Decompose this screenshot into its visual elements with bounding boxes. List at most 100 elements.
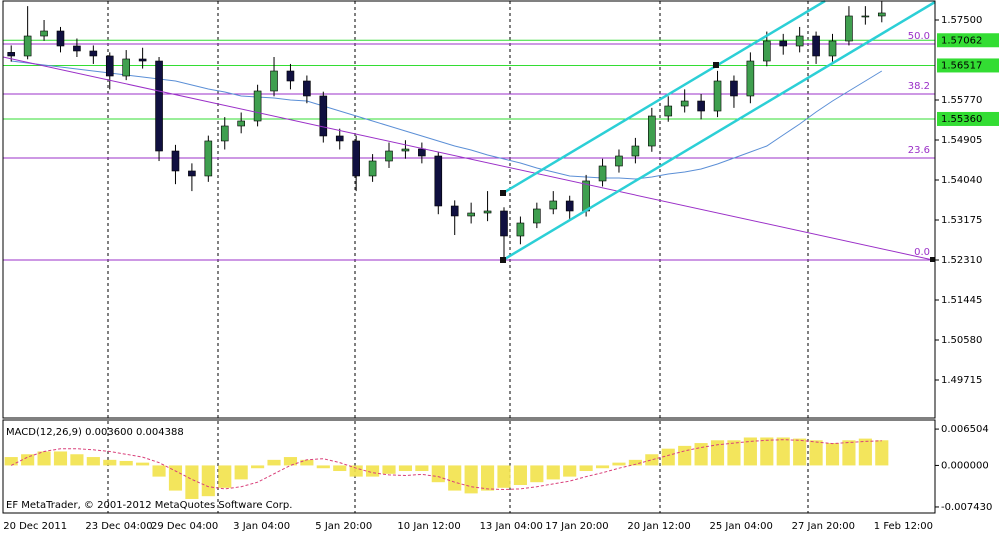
price-label-box xyxy=(937,58,999,73)
macd-bar xyxy=(349,465,363,477)
macd-bar xyxy=(103,459,117,466)
y-tick-label: 1.55770 xyxy=(941,95,982,106)
macd-bar xyxy=(678,445,692,466)
price-label: 1.57062 xyxy=(941,35,982,46)
candle-body xyxy=(779,40,788,47)
macd-bar xyxy=(480,465,495,491)
candle-body xyxy=(303,80,311,97)
candle-body xyxy=(105,55,114,77)
macd-bar xyxy=(168,465,183,491)
anchor-point xyxy=(500,257,506,263)
y-tick-label: 1.57500 xyxy=(941,15,982,26)
macd-bar xyxy=(497,465,511,488)
macd-signal xyxy=(10,439,882,491)
candle-body xyxy=(763,40,771,62)
x-tick-label: 10 Jan 12:00 xyxy=(397,521,460,532)
drawn-objects xyxy=(2,0,936,263)
y-tick-label: -0.007430 xyxy=(941,502,992,513)
period-separators xyxy=(107,1,809,513)
macd-bar xyxy=(333,465,347,472)
fib-level-label: 38.2 xyxy=(908,81,930,92)
macd-bar xyxy=(37,451,51,466)
candle-body xyxy=(73,45,81,52)
candle-body xyxy=(335,135,344,142)
macd-bar xyxy=(201,465,215,497)
y-tick-label: 0.000000 xyxy=(941,460,989,471)
y-tick-label: 1.50580 xyxy=(941,335,982,346)
candle-body xyxy=(368,160,377,177)
fib-level-label: 23.6 xyxy=(908,145,930,156)
candle-body xyxy=(664,105,673,117)
macd-bar xyxy=(793,438,807,466)
macd-title: MACD(12,26,9) 0.003600 0.004388 xyxy=(6,427,184,438)
x-tick-label: 3 Jan 04:00 xyxy=(233,521,290,532)
candle-body xyxy=(56,30,65,47)
macd-bar xyxy=(513,465,527,485)
y-tick-label: 0.006504 xyxy=(941,424,989,435)
price-label: 1.55360 xyxy=(941,114,982,125)
y-tick-label: 1.54040 xyxy=(941,175,982,186)
anchor-point xyxy=(500,190,506,196)
x-tick-label: 27 Jan 20:00 xyxy=(792,521,855,532)
macd-bar xyxy=(382,465,396,474)
x-tick-label: 20 Jan 12:00 xyxy=(627,521,690,532)
y-tick-label: 1.54905 xyxy=(941,135,982,146)
plot-layer: 1.57500 1.55770 1.54905 1.54040 1.53175 1.523… xyxy=(3,1,999,532)
candle-body xyxy=(713,80,722,112)
macd-bar xyxy=(546,465,560,480)
candle-body xyxy=(286,70,295,82)
macd-bar xyxy=(595,465,610,469)
macd-bar xyxy=(86,457,100,466)
macd-bar xyxy=(612,462,626,466)
macd-bar xyxy=(415,465,429,472)
candle-body xyxy=(549,200,558,210)
x-tick-label: 5 Jan 20:00 xyxy=(315,521,372,532)
macd-panel-frame xyxy=(2,419,936,514)
macd-bar xyxy=(628,459,642,466)
anchor-point xyxy=(713,62,719,68)
macd-bar xyxy=(431,465,445,483)
macd-bar xyxy=(776,437,790,466)
fib-level-label: 0.0 xyxy=(914,247,930,258)
candle-body xyxy=(220,125,229,142)
candle-body xyxy=(533,208,541,224)
candle-body xyxy=(631,145,640,157)
candle-body xyxy=(237,120,245,127)
candle-body xyxy=(845,15,853,42)
candle-body xyxy=(730,80,738,97)
x-tick-label: 23 Dec 04:00 xyxy=(85,521,152,532)
candle-body xyxy=(270,70,278,92)
candle-body xyxy=(680,100,689,107)
macd-bar xyxy=(875,440,889,466)
macd-bar xyxy=(234,465,248,480)
macd-bar xyxy=(283,457,298,466)
price-label-box xyxy=(937,33,999,48)
trend-line xyxy=(2,56,934,261)
main-panel-frame xyxy=(2,0,936,419)
macd-bar xyxy=(448,465,462,491)
candle-body xyxy=(450,205,459,217)
macd-bar xyxy=(21,454,35,466)
candle-body xyxy=(155,60,163,152)
candle-body xyxy=(188,170,196,177)
macd-bar xyxy=(530,465,544,483)
macd-bar xyxy=(70,454,84,466)
macd-bar xyxy=(152,465,166,477)
price-label-box xyxy=(937,111,999,126)
candle-body xyxy=(795,35,804,47)
x-tick-label: 17 Jan 20:00 xyxy=(545,521,608,532)
macd-bar xyxy=(645,454,659,466)
candle-body xyxy=(418,148,426,157)
x-tick-label: 13 Jan 04:00 xyxy=(480,521,543,532)
channel-lower xyxy=(502,0,936,262)
candle-body xyxy=(582,180,590,212)
candle-body xyxy=(500,210,508,237)
candle-body xyxy=(23,35,32,57)
candle-body xyxy=(516,222,525,237)
candle-body xyxy=(40,30,48,37)
candle-body xyxy=(861,15,870,18)
candle-body xyxy=(204,140,213,177)
candle-body xyxy=(319,95,328,137)
macd-bar xyxy=(4,457,18,466)
